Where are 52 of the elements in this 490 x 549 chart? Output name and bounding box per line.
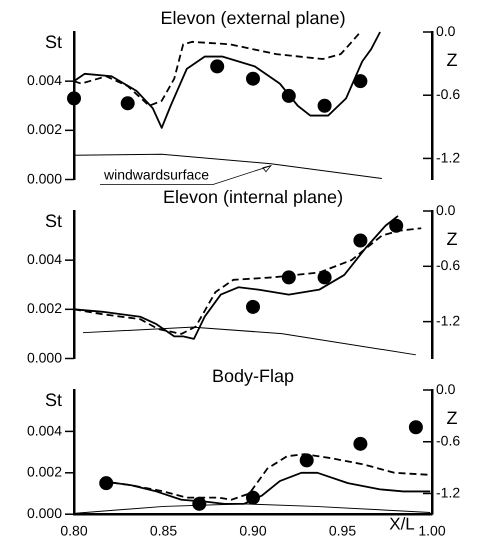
y2-tick-label: 0.0 (436, 380, 456, 397)
point (246, 72, 260, 86)
point (246, 490, 260, 505)
point (67, 91, 81, 106)
y-tick-label: 0.000 (26, 170, 62, 186)
x-tick-label: 0.90 (239, 522, 267, 538)
y2-tick-label: -1.2 (436, 149, 460, 166)
y-tick-label: 0.002 (26, 464, 62, 480)
y-tick-label: 0.004 (26, 72, 62, 88)
point (318, 270, 332, 284)
y2-tick-label: -1.2 (436, 484, 460, 500)
y2-tick-label: 0.0 (436, 22, 456, 39)
point (353, 436, 368, 451)
point (389, 218, 404, 233)
chart-title: Body-Flap (212, 366, 294, 386)
point (318, 98, 332, 113)
y-axis-title: St (44, 210, 62, 231)
x-tick-label: 0.95 (328, 522, 356, 538)
y2-tick-label: 0.0 (436, 202, 456, 218)
y2-axis-title: Z (446, 50, 458, 70)
y2-axis-title: Z (446, 228, 458, 249)
y-axis-title: St (44, 32, 62, 52)
point (282, 270, 296, 284)
point (282, 88, 296, 103)
y-tick-label: 0.004 (26, 422, 62, 438)
point (300, 453, 314, 468)
x-tick-label: 1.00 (418, 522, 446, 538)
point (246, 300, 260, 314)
y-tick-label: 0.000 (26, 349, 62, 366)
point (353, 234, 368, 248)
chart-title: Elevon (internal plane) (162, 186, 344, 207)
point (408, 420, 423, 434)
point (99, 476, 114, 490)
y-tick-label: 0.002 (26, 121, 62, 138)
chart-title: Elevon (external plane) (160, 8, 346, 28)
y-tick-label: 0.002 (26, 300, 62, 316)
y2-tick-label: -1.2 (436, 312, 460, 328)
y2-tick-label: -0.6 (436, 86, 460, 102)
point (210, 59, 224, 74)
annotation: windwardsurface (103, 166, 210, 182)
point (120, 96, 135, 110)
point (192, 496, 206, 511)
x-axis-title: X/L (389, 514, 415, 534)
x-tick-label: 0.85 (150, 522, 178, 538)
y2-tick-label: -0.6 (436, 432, 460, 449)
y2-tick-label: -0.6 (436, 257, 460, 274)
y-axis-title: St (44, 390, 62, 410)
y-tick-label: 0.000 (26, 505, 62, 522)
x-tick-label: 0.80 (60, 522, 88, 538)
y-tick-label: 0.004 (26, 251, 62, 268)
point (353, 74, 368, 88)
y2-axis-title: Z (446, 408, 458, 428)
